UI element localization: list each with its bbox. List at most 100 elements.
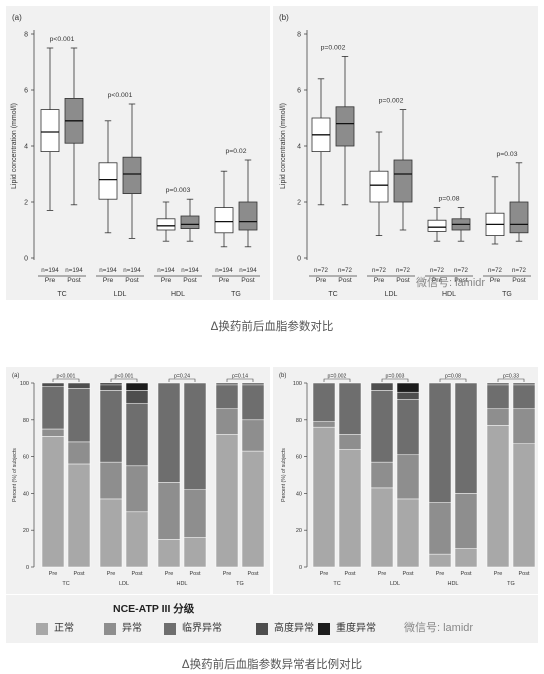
n-label: n=194 xyxy=(41,267,59,274)
bar-segment xyxy=(157,482,181,540)
watermark-top: 微信号: lamidr xyxy=(416,277,486,289)
x-category-label: LDL xyxy=(390,581,400,587)
legend-label: 正常 xyxy=(54,623,74,634)
bar-segment xyxy=(99,498,123,568)
boxplot-chart-b: (b) 0 2 4 6 8 Lipid concentration (mmol/l) n=72… xyxy=(279,13,531,298)
y-tick-label: 2 xyxy=(297,200,301,207)
x-tick-label: Pre xyxy=(45,277,56,284)
x-tick-label: Pre xyxy=(436,571,445,577)
x-tick-label: Pre xyxy=(320,571,329,577)
p-value: p<0.001 xyxy=(115,374,134,380)
p-value: p=0.002 xyxy=(379,98,404,105)
y-tick-label: 100 xyxy=(20,381,29,387)
n-label: n=72 xyxy=(430,267,444,274)
bar-segment xyxy=(125,402,149,467)
p-bracket xyxy=(381,378,409,382)
y-axis-label: Lipid concentration (mmol/l) xyxy=(11,103,18,189)
x-category-label: LDL xyxy=(385,291,398,298)
bar-segment xyxy=(241,382,265,386)
bar-segment xyxy=(370,461,394,489)
x-tick-label: Post xyxy=(247,571,258,577)
x-category-label: LDL xyxy=(119,581,129,587)
y-tick-label: 6 xyxy=(24,88,28,95)
y-tick-label: 0 xyxy=(297,256,301,263)
bar-segment xyxy=(157,382,181,483)
x-category-label: LDL xyxy=(114,291,127,298)
legend-swatch xyxy=(36,623,48,635)
bar-segment xyxy=(125,382,149,391)
legend-swatch xyxy=(318,623,330,635)
boxplot-panel-b: (b) 0 2 4 6 8 Lipid concentration (mmol/l) n=72… xyxy=(273,6,538,300)
p-bracket xyxy=(168,378,196,382)
p-value: p=0.33 xyxy=(503,374,519,380)
n-label: n=194 xyxy=(65,267,83,274)
bar-segment xyxy=(41,428,65,437)
x-category-label: TC xyxy=(57,291,66,298)
bar-segment xyxy=(338,448,362,568)
p-value: p<0.001 xyxy=(108,92,133,99)
bar-segment xyxy=(338,434,362,450)
bar-segment xyxy=(183,537,207,568)
x-tick-label: Pre xyxy=(490,277,501,284)
y-tick-label: 6 xyxy=(297,88,301,95)
legend-label: 高度异常 xyxy=(274,623,314,634)
bar-segment xyxy=(512,443,536,568)
x-tick-label: Pre xyxy=(103,277,114,284)
n-label: n=72 xyxy=(488,267,502,274)
x-tick-label: Post xyxy=(512,277,526,284)
bar-segment xyxy=(396,498,420,568)
bar-segment xyxy=(512,382,536,386)
bar-segment xyxy=(125,511,149,568)
bar-segment xyxy=(428,553,452,568)
bar-segment xyxy=(183,382,207,490)
x-category-label: TC xyxy=(62,581,69,587)
p-value: p=0.14 xyxy=(232,374,248,380)
x-tick-label: Post xyxy=(183,277,197,284)
bar-segment xyxy=(41,436,65,568)
y-tick-label: 4 xyxy=(24,144,28,151)
x-tick-label: Post xyxy=(241,277,255,284)
bar-segment xyxy=(215,384,239,410)
y-axis-label: Percent (%) of subjects xyxy=(281,448,287,502)
p-bracket xyxy=(497,378,525,382)
x-tick-label: Post xyxy=(344,571,355,577)
legend-swatch xyxy=(104,623,116,635)
bar-segment xyxy=(454,493,478,549)
bar-segment xyxy=(241,384,265,421)
x-tick-label: Post xyxy=(73,571,84,577)
bar-segment xyxy=(67,441,91,465)
bar-segment xyxy=(396,391,420,400)
bar-segment xyxy=(370,382,394,391)
bar-segment xyxy=(67,382,91,389)
stacked-chart-b: (b) 0 20 40 60 80 100 Percent (%) of subjects Pr… xyxy=(279,373,536,587)
x-tick-label: Pre xyxy=(494,571,503,577)
p-value: p=0.002 xyxy=(321,44,346,51)
bar-segment xyxy=(486,384,510,410)
y-tick-label: 60 xyxy=(296,455,302,461)
box-iqr xyxy=(180,215,200,229)
x-tick-label: Post xyxy=(338,277,352,284)
x-tick-label: Post xyxy=(460,571,471,577)
p-bracket xyxy=(323,378,351,382)
y-tick-label: 40 xyxy=(296,491,302,497)
y-axis-label: Lipid concentration (mmol/l) xyxy=(280,103,287,189)
bar-segment xyxy=(241,419,265,452)
x-tick-label: Post xyxy=(131,571,142,577)
panel-label: (b) xyxy=(279,13,289,22)
n-label: n=72 xyxy=(372,267,386,274)
p-value: p=0.003 xyxy=(386,374,405,380)
y-tick-label: 80 xyxy=(23,418,29,424)
p-bracket xyxy=(52,378,80,382)
n-label: n=194 xyxy=(181,267,199,274)
bar-segment xyxy=(99,461,123,500)
y-tick-label: 100 xyxy=(293,381,302,387)
p-value: p<0.001 xyxy=(50,36,75,43)
bar-segment xyxy=(67,388,91,443)
legend-label: 临界异常 xyxy=(182,623,222,634)
bar-segment xyxy=(99,390,123,463)
y-tick-label: 8 xyxy=(297,32,301,39)
n-label: n=194 xyxy=(123,267,141,274)
p-bracket xyxy=(110,378,138,382)
boxplot-panel-a: (a) 0 2 4 6 8 Lipid concentration (mmol/l) n=19… xyxy=(6,6,270,300)
box-iqr xyxy=(427,219,447,232)
